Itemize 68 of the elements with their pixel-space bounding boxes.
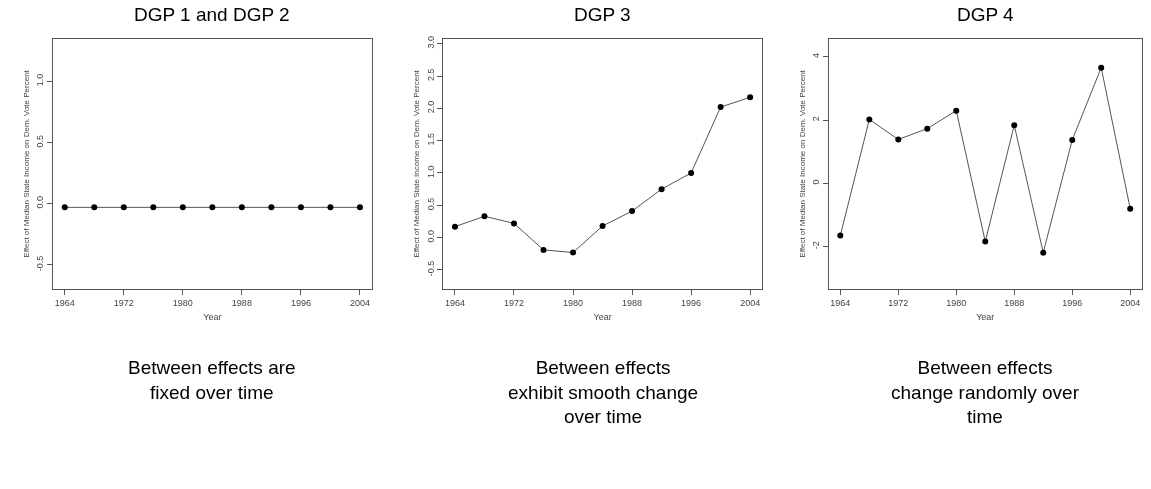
point: [658, 186, 665, 193]
x-tick-label: 2004: [740, 298, 761, 309]
x-tick-label: 1988: [231, 298, 252, 309]
x-tick-label: 1996: [1062, 298, 1083, 309]
point: [451, 223, 458, 230]
point: [570, 249, 577, 256]
x-tick-label: 2004: [1120, 298, 1141, 309]
point: [688, 169, 695, 176]
x-tick-label: 1980: [946, 298, 967, 309]
y-tick-label: 0: [811, 179, 822, 185]
x-axis-title: Year: [203, 311, 222, 322]
point: [510, 220, 517, 227]
x-tick-label: 1996: [290, 298, 311, 309]
y-tick-label: 0.5: [35, 134, 46, 148]
x-tick-label: 1980: [563, 298, 584, 309]
point: [866, 116, 873, 123]
y-axis-title: Effect of Median State Income on Dem. Vote Percent: [797, 69, 807, 258]
text: Between effects change randomly over time: [891, 357, 1080, 428]
x-tick-label: 1988: [622, 298, 643, 309]
x-tick-label: 1972: [888, 298, 909, 309]
point: [1069, 137, 1076, 144]
x-axis-title: Year: [976, 311, 995, 322]
point: [629, 208, 636, 215]
y-tick-label: -0.5: [425, 260, 436, 277]
point: [599, 222, 606, 229]
y-tick-label: 2.0: [425, 100, 436, 114]
point: [717, 104, 724, 111]
chart-title: DGP 3: [574, 4, 631, 25]
point: [1127, 205, 1134, 212]
text: Between effects are fixed over time: [128, 357, 296, 403]
x-tick-label: 1964: [830, 298, 851, 309]
point: [1040, 249, 1047, 256]
y-tick-label: 4: [811, 53, 822, 59]
x-tick-label: 1980: [172, 298, 193, 309]
point: [982, 238, 989, 245]
point: [1011, 122, 1018, 129]
x-tick-label: 1972: [113, 298, 134, 309]
point: [837, 232, 844, 239]
y-tick-label: 3.0: [425, 36, 436, 49]
x-tick-label: 1996: [681, 298, 702, 309]
y-tick-label: -2: [811, 241, 822, 250]
y-axis-title: Effect of Median State Income on Dem. Vote Percent: [412, 69, 422, 258]
x-tick-label: 1964: [444, 298, 465, 309]
x-tick-label: 1964: [54, 298, 75, 309]
y-tick-label: 2: [811, 116, 822, 122]
text: Between effects exhibit smooth change over time: [508, 357, 699, 428]
y-tick-label: 1.0: [35, 73, 46, 87]
y-tick-label: 0.0: [425, 230, 436, 243]
y-tick-label: 0.5: [425, 197, 436, 211]
x-tick-label: 1972: [503, 298, 524, 309]
y-tick-label: -0.5: [35, 255, 46, 272]
x-tick-label: 1988: [1004, 298, 1025, 309]
y-tick-label: 2.5: [425, 68, 436, 81]
y-axis-title: Effect of Median State Income on Dem. Vote Percent: [22, 69, 32, 258]
chart-title: DGP 1 and DGP 2: [134, 4, 290, 25]
point: [540, 246, 547, 253]
y-tick-label: 0.0: [35, 196, 46, 209]
y-tick-label: 1.5: [425, 133, 436, 146]
point: [924, 125, 931, 132]
point: [481, 213, 488, 220]
x-tick-label: 2004: [349, 298, 370, 309]
y-tick-label: 1.0: [425, 165, 436, 178]
point: [895, 136, 902, 143]
chart-title: DGP 4: [957, 4, 1015, 25]
point: [747, 94, 754, 101]
point: [953, 107, 960, 114]
point: [1098, 64, 1105, 71]
x-axis-title: Year: [593, 311, 612, 322]
